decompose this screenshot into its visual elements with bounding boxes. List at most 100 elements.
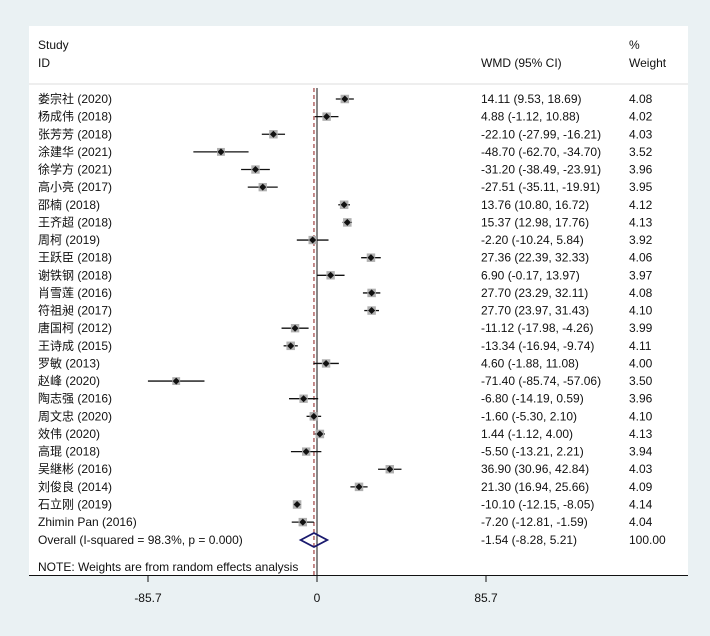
- ci-text: 15.37 (12.98, 17.76): [481, 215, 589, 229]
- study-row: 石立刚 (2019) -10.10 (-12.15, -8.05) 4.14: [38, 496, 653, 511]
- point-estimate: [287, 342, 295, 350]
- study-label: 周柯 (2019): [38, 233, 100, 247]
- study-row: 徐学方 (2021) -31.20 (-38.49, -23.91) 3.96: [38, 162, 653, 177]
- weight-text: 4.08: [629, 286, 653, 300]
- study-label: 娄宗社 (2020): [38, 91, 112, 106]
- weight-text: 4.06: [629, 251, 653, 265]
- weight-text: 4.03: [629, 462, 653, 476]
- study-label: 符祖昶 (2017): [38, 303, 112, 318]
- point-estimate: [323, 113, 331, 121]
- weight-text: 3.96: [629, 392, 653, 406]
- point-estimate: [251, 166, 259, 174]
- study-label: 徐学方 (2021): [38, 162, 112, 177]
- ci-text: -48.70 (-62.70, -34.70): [481, 145, 601, 159]
- study-row: 刘俊良 (2014) 21.30 (16.94, 25.66) 4.09: [38, 479, 653, 494]
- point-estimate: [310, 412, 318, 420]
- weight-text: 4.10: [629, 304, 653, 318]
- ci-text: -22.10 (-27.99, -16.21): [481, 127, 601, 141]
- study-label: 高琨 (2018): [38, 444, 100, 459]
- study-row: 邵楠 (2018) 13.76 (10.80, 16.72) 4.12: [38, 197, 653, 212]
- study-row: 高琨 (2018) -5.50 (-13.21, 2.21) 3.94: [38, 444, 653, 459]
- ci-text: -71.40 (-85.74, -57.06): [481, 374, 601, 388]
- weight-text: 4.04: [629, 515, 653, 529]
- point-estimate: [300, 395, 308, 403]
- study-label: 石立刚 (2019): [38, 496, 112, 511]
- weight-text: 3.52: [629, 145, 653, 159]
- study-label: 张芳芳 (2018): [38, 127, 112, 141]
- weight-text: 4.03: [629, 127, 653, 141]
- x-tick-label: 0: [314, 591, 321, 605]
- study-label: 王跃臣 (2018): [38, 251, 112, 265]
- weight-text: 4.02: [629, 110, 653, 124]
- ci-text: 27.70 (23.97, 31.43): [481, 304, 589, 318]
- ci-text: 27.70 (23.29, 32.11): [481, 286, 588, 300]
- study-label: 刘俊良 (2014): [38, 479, 112, 494]
- study-label: 唐国柯 (2012): [38, 320, 112, 335]
- weight-text: 3.99: [629, 321, 653, 335]
- weight-text: 4.12: [629, 198, 653, 212]
- header-study: Study: [38, 38, 69, 52]
- point-estimate: [367, 254, 375, 262]
- study-label: 陶志强 (2016): [38, 391, 112, 406]
- study-label: 周文忠 (2020): [38, 408, 112, 423]
- weight-text: 3.97: [629, 268, 653, 282]
- point-estimate: [309, 236, 317, 244]
- study-label: 肖雪莲 (2016): [38, 286, 112, 300]
- x-tick-label: -85.7: [134, 591, 162, 605]
- header-id: ID: [38, 56, 50, 70]
- point-estimate: [386, 465, 394, 473]
- study-label: 邵楠 (2018): [38, 197, 100, 212]
- study-row: 肖雪莲 (2016) 27.70 (23.29, 32.11) 4.08: [38, 286, 653, 300]
- study-row: 周文忠 (2020) -1.60 (-5.30, 2.10) 4.10: [38, 408, 653, 423]
- ci-text: 4.88 (-1.12, 10.88): [481, 110, 580, 124]
- point-estimate: [269, 130, 277, 138]
- study-row: 唐国柯 (2012) -11.12 (-17.98, -4.26) 3.99: [38, 320, 653, 335]
- header-effect: WMD (95% CI): [481, 56, 562, 70]
- study-row: 高小亮 (2017) -27.51 (-35.11, -19.91) 3.95: [38, 179, 653, 194]
- ci-text: 6.90 (-0.17, 13.97): [481, 268, 580, 282]
- study-label: 赵峰 (2020): [38, 374, 100, 388]
- study-row: 王齐超 (2018) 15.37 (12.98, 17.76) 4.13: [38, 214, 653, 229]
- study-row: 罗敏 (2013) 4.60 (-1.88, 11.08) 4.00: [38, 355, 653, 370]
- point-estimate: [259, 183, 267, 191]
- study-label: 谢铁钢 (2018): [38, 267, 112, 282]
- weight-text: 3.96: [629, 163, 653, 177]
- header-weight: Weight: [629, 56, 667, 70]
- point-estimate: [316, 430, 324, 438]
- weight-text: 4.10: [629, 409, 653, 423]
- ci-text: 27.36 (22.39, 32.33): [481, 251, 589, 265]
- ci-text: -13.34 (-16.94, -9.74): [481, 339, 594, 353]
- point-estimate: [355, 483, 363, 491]
- ci-text: -2.20 (-10.24, 5.84): [481, 233, 584, 247]
- overall-ci-text: -1.54 (-8.28, 5.21): [481, 533, 577, 547]
- study-row: 符祖昶 (2017) 27.70 (23.97, 31.43) 4.10: [38, 303, 653, 318]
- weight-text: 3.92: [629, 233, 653, 247]
- point-estimate: [343, 218, 351, 226]
- weight-text: 4.13: [629, 427, 653, 441]
- study-row: 娄宗社 (2020) 14.11 (9.53, 18.69) 4.08: [38, 91, 653, 106]
- study-row: 谢铁钢 (2018) 6.90 (-0.17, 13.97) 3.97: [38, 267, 653, 282]
- study-row: Zhimin Pan (2016) -7.20 (-12.81, -1.59) 4.…: [38, 515, 653, 529]
- study-row: 陶志强 (2016) -6.80 (-14.19, 0.59) 3.96: [38, 391, 653, 406]
- ci-text: 1.44 (-1.12, 4.00): [481, 427, 573, 441]
- point-estimate: [368, 307, 376, 315]
- point-estimate: [368, 289, 376, 297]
- overall-row: Overall (I-squared = 98.3%, p = 0.000) -1…: [38, 531, 666, 549]
- study-row: 杨成伟 (2018) 4.88 (-1.12, 10.88) 4.02: [38, 109, 653, 124]
- ci-text: 14.11 (9.53, 18.69): [481, 92, 582, 106]
- study-label: 高小亮 (2017): [38, 179, 112, 194]
- ci-text: -6.80 (-14.19, 0.59): [481, 392, 584, 406]
- study-label: 吴継彬 (2016): [38, 461, 112, 476]
- point-estimate: [291, 324, 299, 332]
- plot-area: [29, 26, 688, 575]
- study-label: 涂建华 (2021): [38, 144, 112, 159]
- weight-text: 4.11: [629, 339, 652, 353]
- study-label: 罗敏 (2013): [38, 355, 100, 370]
- ci-text: 13.76 (10.80, 16.72): [481, 198, 589, 212]
- weight-text: 3.50: [629, 374, 653, 388]
- point-estimate: [341, 95, 349, 103]
- study-label: Zhimin Pan (2016): [38, 515, 137, 529]
- overall-weight-text: 100.00: [629, 533, 666, 547]
- point-estimate: [302, 448, 310, 456]
